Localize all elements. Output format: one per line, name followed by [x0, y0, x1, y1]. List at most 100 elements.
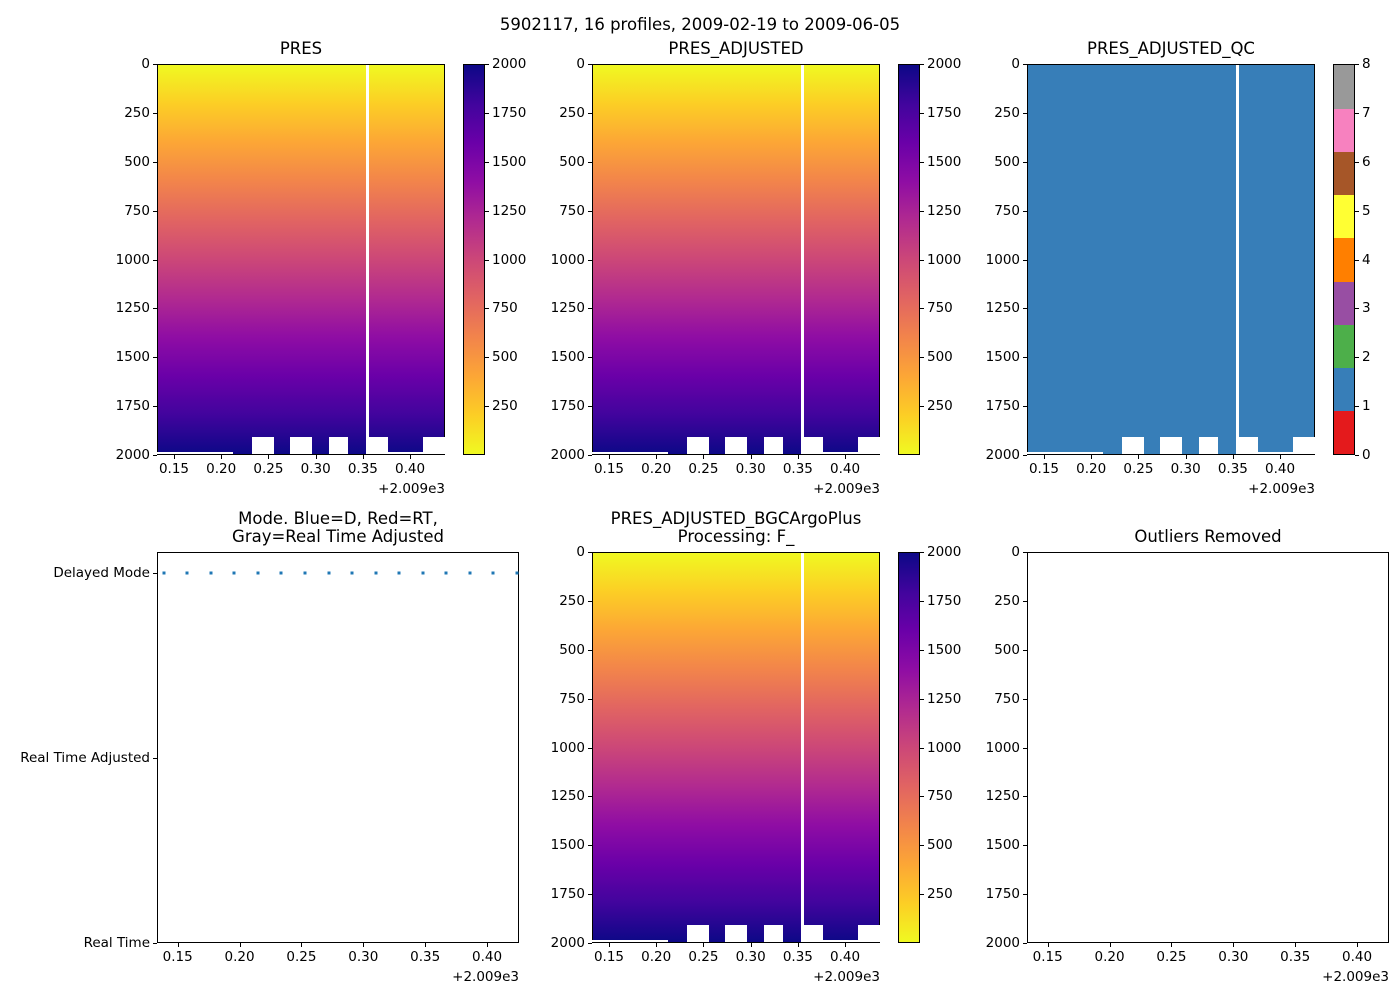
- missing-data-notch: [329, 437, 348, 454]
- x-tick-label: 0.35: [782, 461, 813, 477]
- y-tick-label: 750: [124, 202, 150, 219]
- x-tick-label: 0.25: [688, 949, 719, 965]
- panel-title-outliers: Outliers Removed: [1134, 527, 1282, 546]
- y-tick: [153, 64, 157, 65]
- y-tick: [588, 112, 592, 114]
- y-tick: [588, 698, 592, 700]
- colorbar-tick: [1355, 210, 1359, 212]
- x-tick-label: 0.30: [300, 461, 331, 477]
- qc-colorbar-segment: [1334, 151, 1354, 196]
- colorbar-tick-label: 250: [927, 398, 953, 415]
- panel-title-pres-adjusted: PRES_ADJUSTED: [668, 39, 804, 58]
- missing-data-notch: [290, 437, 313, 454]
- colorbar-tick: [1355, 357, 1359, 359]
- colorbar-tick-label: 500: [927, 837, 953, 854]
- y-tick-label: 750: [559, 690, 585, 707]
- y-tick: [153, 406, 157, 408]
- colorbar-tick: [485, 112, 489, 114]
- colorbar-tick: [1355, 259, 1359, 261]
- colorbar-tick: [1355, 308, 1359, 310]
- y-tick: [588, 210, 592, 212]
- x-tick: [1295, 943, 1297, 947]
- missing-profile-line: [800, 65, 804, 454]
- missing-data-notch: [725, 925, 748, 942]
- missing-data-notch: [858, 437, 880, 454]
- colorbar-tick: [920, 649, 924, 651]
- colorbar-tick: [1355, 112, 1359, 114]
- y-tick: [1023, 747, 1027, 749]
- colorbar-tick-label: 1750: [492, 104, 527, 121]
- missing-data-notch: [823, 452, 861, 454]
- x-axis-offset-label: +2.009e3: [813, 481, 880, 497]
- y-tick-label: 1000: [115, 251, 150, 268]
- missing-data-notch: [1258, 452, 1296, 454]
- y-tick-label: 1250: [985, 788, 1020, 805]
- x-tick: [239, 943, 241, 947]
- panel-title-mode: Mode. Blue=D, Red=RT, Gray=Real Time Adj…: [232, 509, 444, 546]
- colorbar-tick-label: 6: [1362, 153, 1371, 170]
- missing-data-notch: [1199, 437, 1218, 454]
- x-tick: [845, 455, 847, 459]
- colorbar-tick: [920, 259, 924, 261]
- y-tick: [588, 894, 592, 896]
- colorbar-tick: [920, 161, 924, 163]
- missing-data-notch: [1293, 437, 1315, 454]
- colorbar-tick-label: 1: [1362, 398, 1371, 415]
- qc-colorbar-segment: [1334, 194, 1354, 239]
- profile-dot: [421, 571, 425, 575]
- y-tick: [1023, 455, 1027, 456]
- missing-data-notch: [251, 437, 274, 454]
- x-tick: [362, 455, 364, 459]
- y-tick: [1023, 259, 1027, 261]
- y-tick: [153, 308, 157, 310]
- colorbar-tick: [920, 64, 924, 65]
- profile-dot: [209, 571, 213, 575]
- profile-dot: [185, 571, 189, 575]
- colorbar-tick: [920, 112, 924, 114]
- x-tick-label: 0.40: [830, 949, 861, 965]
- figure-suptitle: 5902117, 16 profiles, 2009-02-19 to 2009…: [499, 15, 901, 34]
- y-tick: [1023, 64, 1027, 65]
- y-tick: [588, 649, 592, 651]
- profile-dot: [374, 571, 378, 575]
- colorbar-tick-label: 1500: [927, 153, 962, 170]
- y-tick: [1023, 552, 1027, 553]
- y-tick-label: 750: [994, 690, 1020, 707]
- profile-dot: [327, 571, 331, 575]
- x-tick-label: 0.30: [1170, 461, 1201, 477]
- x-tick: [1171, 943, 1173, 947]
- missing-data-notch: [764, 925, 783, 942]
- y-tick-label: 1500: [115, 349, 150, 366]
- axes-pres-adjusted: [592, 64, 880, 455]
- x-tick-label: 0.20: [641, 461, 672, 477]
- axes-pres-adjusted-qc: [1027, 64, 1315, 455]
- x-axis-offset-label: +2.009e3: [813, 969, 880, 985]
- colorbar-tick: [920, 552, 924, 553]
- colorbar-tick: [485, 406, 489, 408]
- colorbar-tick-label: 3: [1362, 300, 1371, 317]
- missing-data-notch: [1239, 437, 1259, 454]
- y-tick-label: 500: [124, 153, 150, 170]
- x-tick: [1109, 943, 1111, 947]
- y-tick-label: 750: [994, 202, 1020, 219]
- colorbar-tick: [920, 406, 924, 408]
- missing-data-notch: [369, 437, 389, 454]
- x-tick-label: 0.20: [1094, 949, 1125, 965]
- missing-data-notch: [1160, 437, 1183, 454]
- colorbar-tick: [920, 747, 924, 749]
- x-tick: [1138, 455, 1140, 459]
- y-tick: [1023, 943, 1027, 944]
- qc-colorbar-segment: [1334, 324, 1354, 369]
- axes-bgc: [592, 552, 880, 943]
- colorbar-tick: [920, 845, 924, 847]
- y-tick: [588, 600, 592, 602]
- colorbar-tick-label: 7: [1362, 104, 1371, 121]
- y-tick: [1023, 698, 1027, 700]
- qc-colorbar-segment: [1334, 237, 1354, 282]
- colorbar-tick-label: 1750: [927, 104, 962, 121]
- y-tick: [588, 943, 592, 944]
- axes-pres: [157, 64, 445, 455]
- missing-data-notch: [592, 940, 668, 942]
- y-tick-label: 2000: [115, 447, 150, 463]
- x-tick: [1043, 455, 1045, 459]
